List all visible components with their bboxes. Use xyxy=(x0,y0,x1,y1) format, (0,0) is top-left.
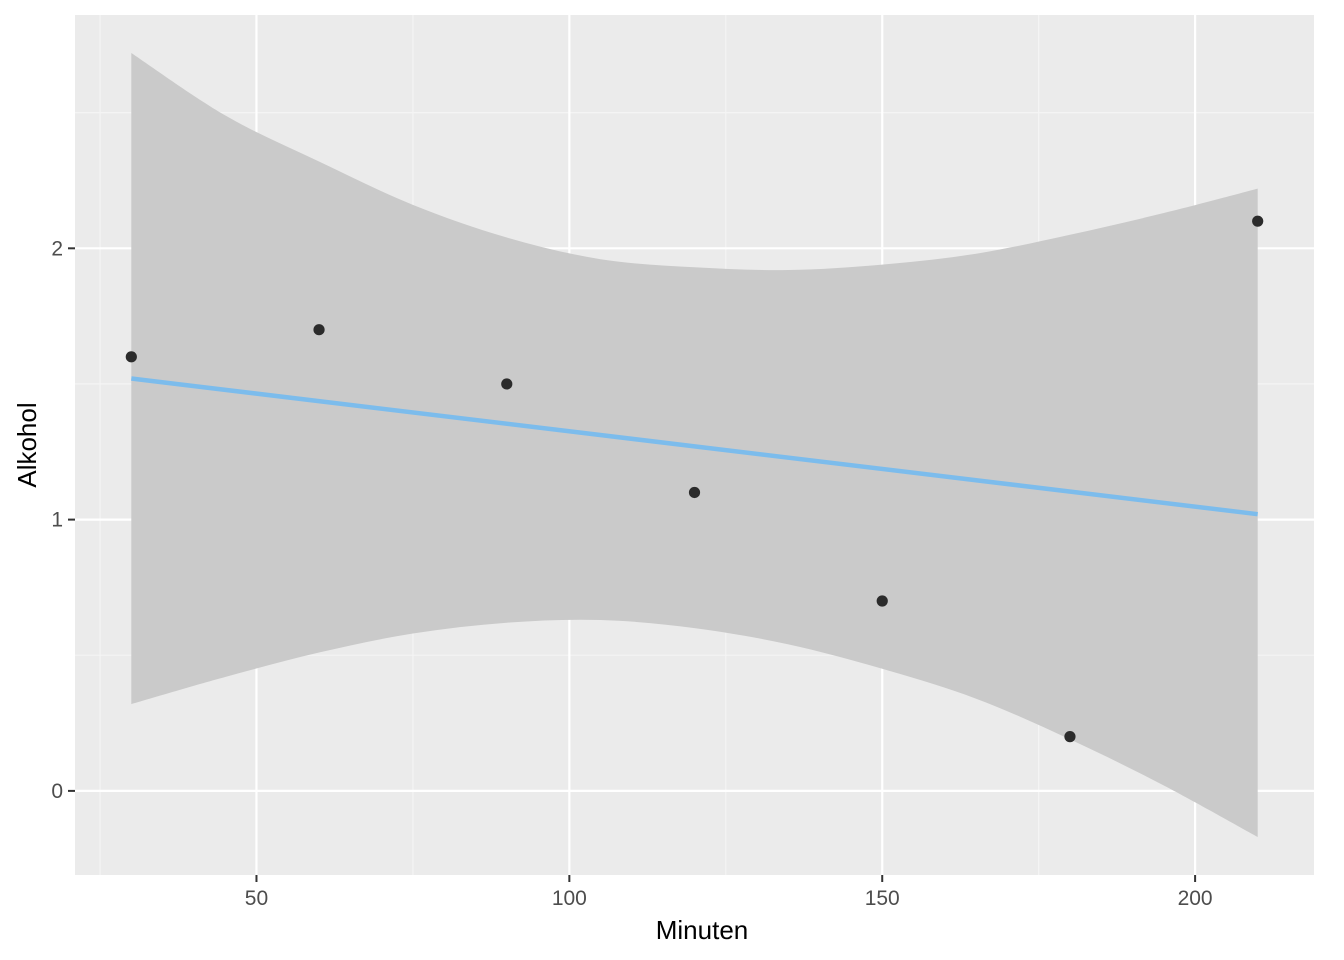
y-axis-title: Alkohol xyxy=(12,402,42,487)
data-point xyxy=(501,378,513,390)
y-tick-label: 1 xyxy=(51,509,63,532)
y-tick-label: 0 xyxy=(51,780,63,803)
y-axis-ticks: 0 1 2 xyxy=(51,237,75,803)
x-tick-label: 50 xyxy=(245,887,268,910)
data-point xyxy=(313,324,325,336)
y-tick-label: 2 xyxy=(51,237,63,260)
x-axis-title: Minuten xyxy=(656,915,749,945)
data-point xyxy=(876,595,888,607)
data-point xyxy=(125,351,137,363)
data-points xyxy=(125,215,1264,743)
data-point xyxy=(1252,215,1264,227)
x-tick-label: 200 xyxy=(1178,887,1213,910)
x-tick-label: 150 xyxy=(865,887,900,910)
x-tick-label: 100 xyxy=(552,887,587,910)
data-point xyxy=(1064,731,1076,743)
x-axis-ticks: 50 100 150 200 xyxy=(245,875,1213,910)
fit-line xyxy=(131,376,1258,517)
data-point xyxy=(688,486,701,499)
